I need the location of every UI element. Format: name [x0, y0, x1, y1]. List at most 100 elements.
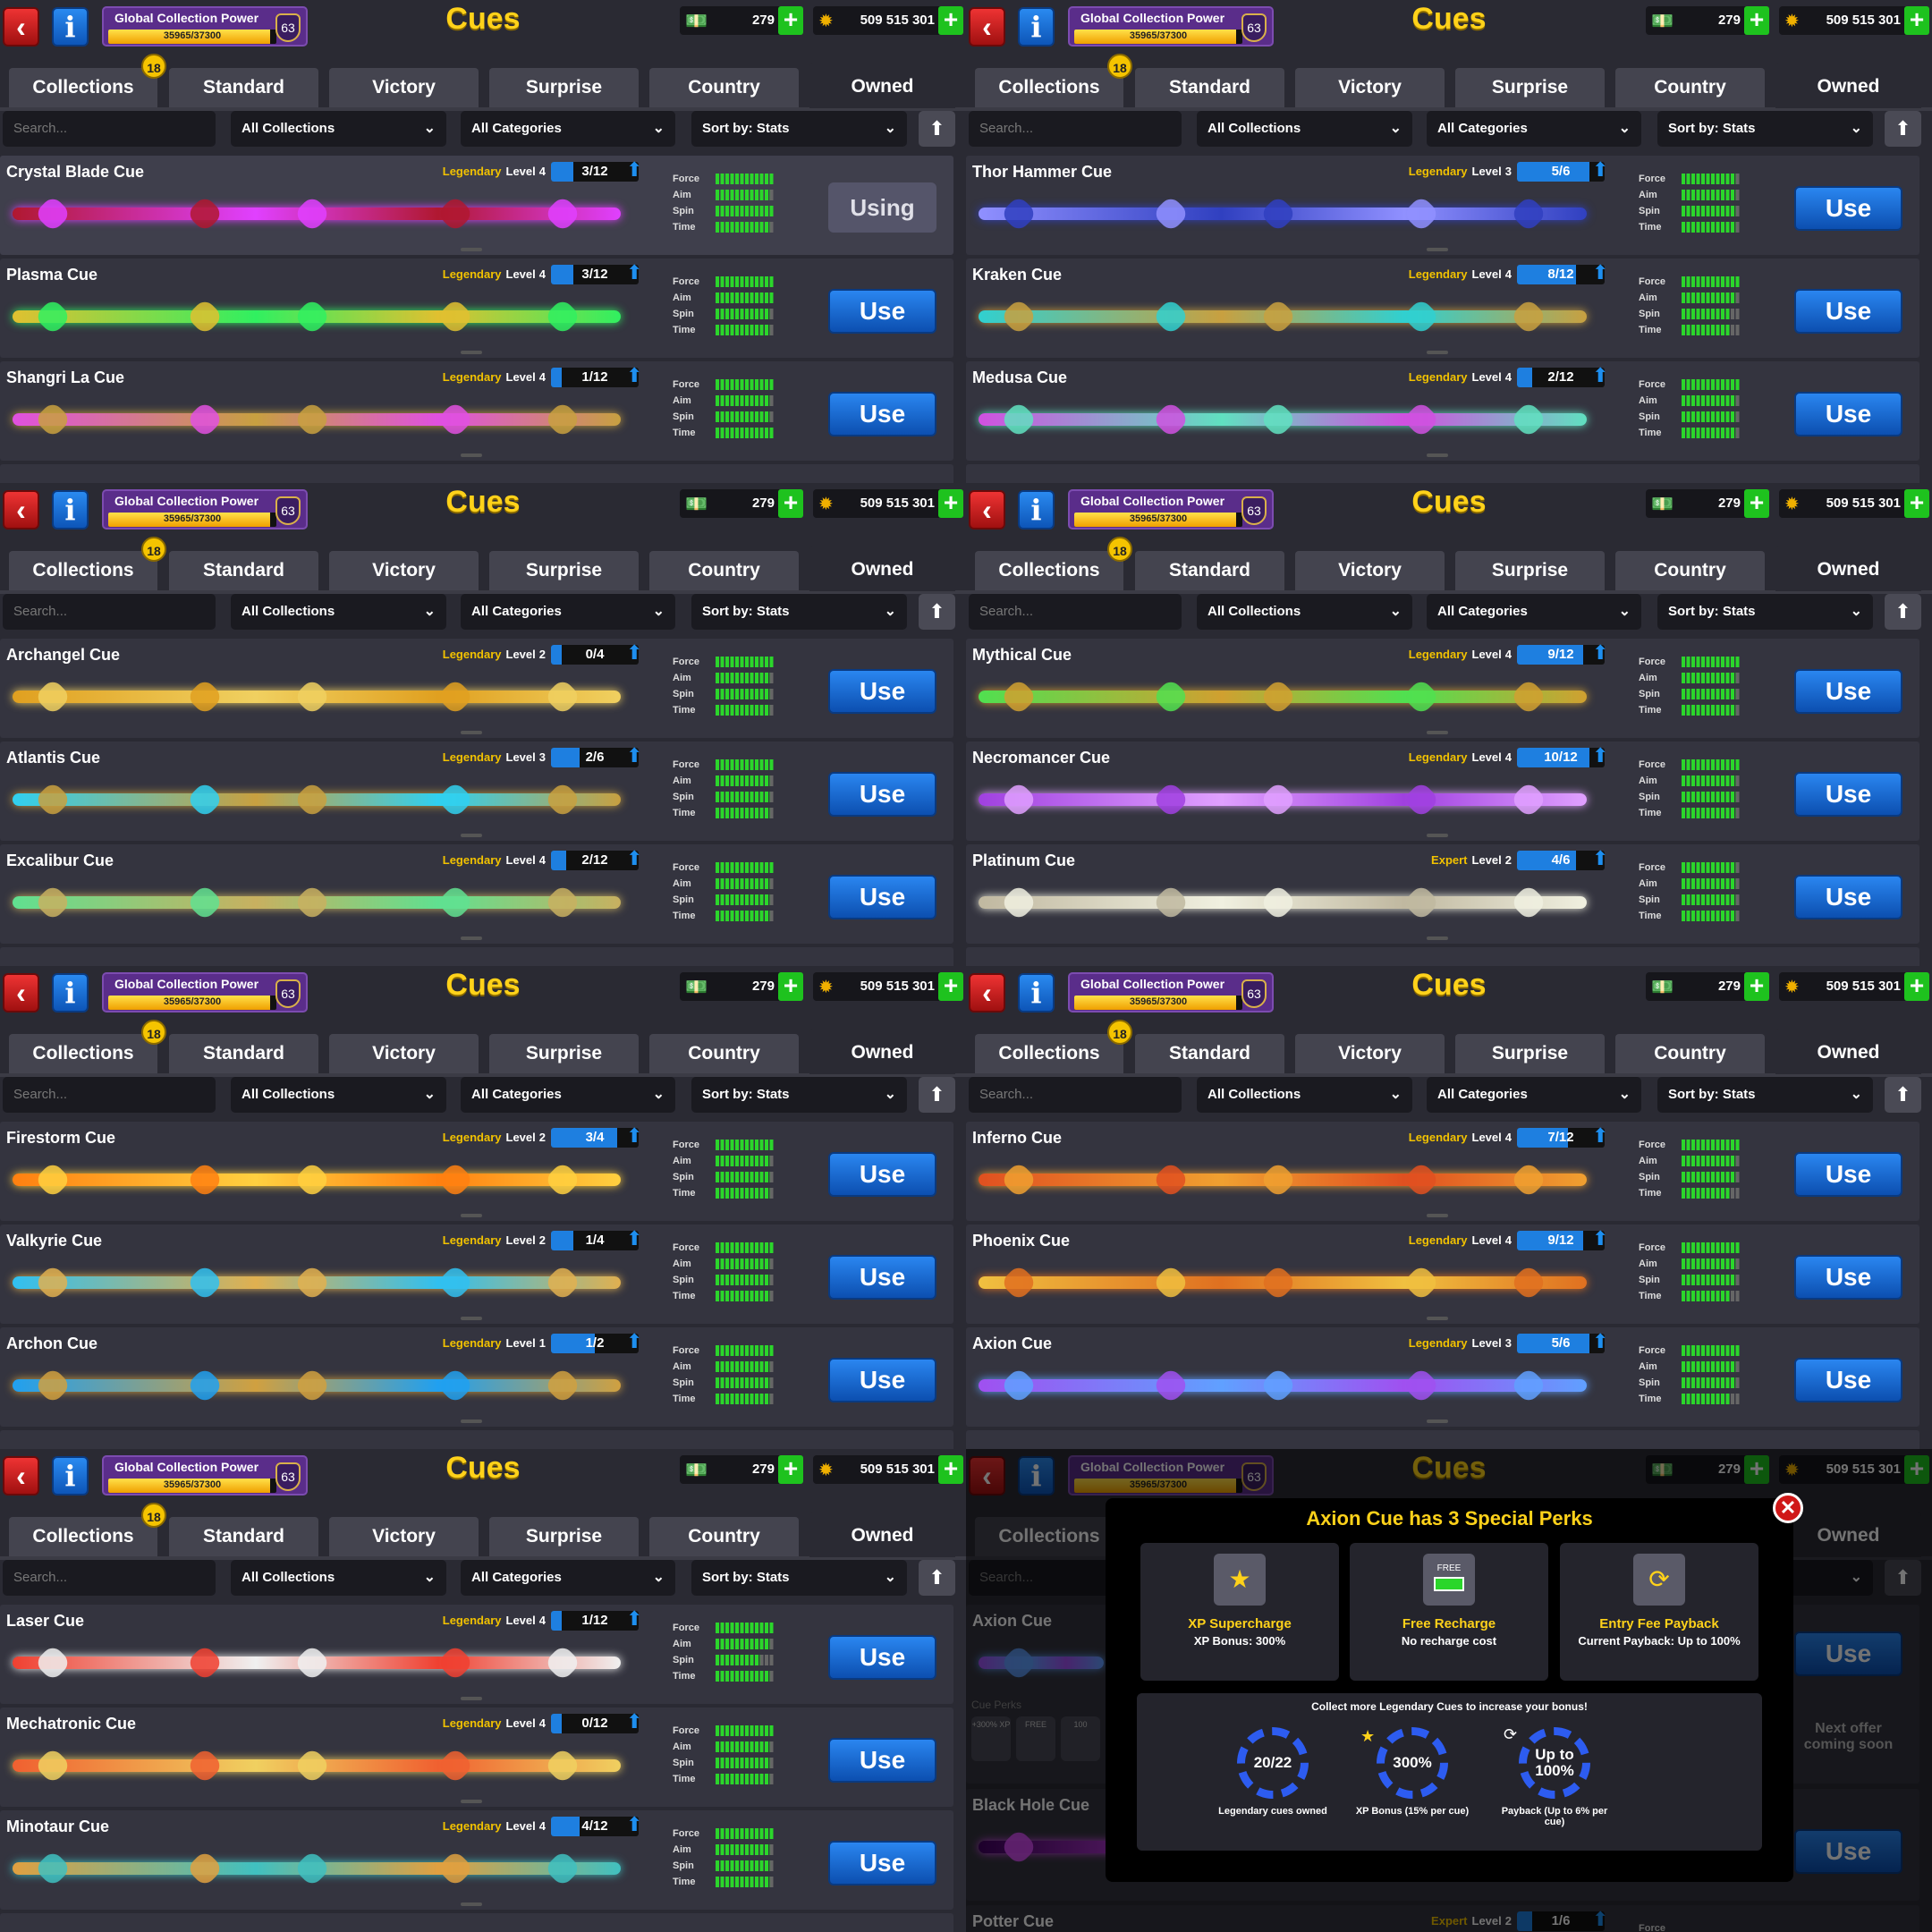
- tab-standard[interactable]: Standard: [1135, 1034, 1284, 1073]
- add-coins-button[interactable]: +: [1904, 489, 1929, 518]
- filter-sort-dropdown[interactable]: Sort by: Stats ⌄: [1657, 1077, 1873, 1113]
- upgrade-arrow-icon[interactable]: ⬆: [1592, 158, 1609, 181]
- search-input[interactable]: Search...: [3, 1560, 216, 1596]
- use-button[interactable]: Use: [828, 1635, 936, 1680]
- filter-sort-dropdown[interactable]: Sort by: Stats ⌄: [1657, 111, 1873, 147]
- tab-victory[interactable]: Victory: [329, 1517, 479, 1556]
- tab-country[interactable]: Country: [1615, 68, 1765, 107]
- cue-row[interactable]: Excalibur Cue Legendary Level 4 2/12 ⬆ Force Ai…: [0, 844, 953, 944]
- upgrade-arrow-icon[interactable]: ⬆: [1592, 261, 1609, 284]
- tab-standard[interactable]: Standard: [1135, 551, 1284, 590]
- add-cash-button[interactable]: +: [778, 6, 803, 35]
- add-cash-button[interactable]: +: [778, 1455, 803, 1484]
- back-button[interactable]: ‹: [3, 973, 39, 1013]
- info-button[interactable]: i: [52, 7, 89, 47]
- tab-country[interactable]: Country: [1615, 551, 1765, 590]
- add-cash-button[interactable]: +: [1744, 489, 1769, 518]
- tab-standard[interactable]: Standard: [1135, 68, 1284, 107]
- tab-collections[interactable]: Collections: [975, 1034, 1123, 1073]
- cue-row[interactable]: Archon Cue Legendary Level 1 1/2 ⬆ Force Aim Spi…: [0, 1327, 953, 1427]
- use-button[interactable]: Use: [1794, 1358, 1902, 1402]
- use-button[interactable]: Use: [1794, 772, 1902, 817]
- tab-owned[interactable]: Owned: [809, 1030, 955, 1074]
- cue-row[interactable]: Plasma Cue Legendary Level 4 3/12 ⬆ Force Aim Sp…: [0, 258, 953, 358]
- use-button[interactable]: Use: [828, 1152, 936, 1197]
- tab-owned[interactable]: Owned: [809, 64, 955, 108]
- tab-victory[interactable]: Victory: [1295, 1034, 1445, 1073]
- cue-row[interactable]: Minotaur Cue Legendary Level 4 4/12 ⬆ Force Aim…: [0, 1810, 953, 1910]
- global-collection-power[interactable]: Global Collection Power 35965/37300 63: [1068, 6, 1274, 47]
- filter-collections-dropdown[interactable]: All Collections ⌄: [1197, 1077, 1412, 1113]
- use-button[interactable]: Use: [828, 772, 936, 817]
- upgrade-arrow-icon[interactable]: ⬆: [1592, 1227, 1609, 1250]
- cue-row[interactable]: Medusa Cue Legendary Level 4 2/12 ⬆ Force Aim Sp…: [966, 361, 1919, 461]
- tab-country[interactable]: Country: [649, 1517, 799, 1556]
- use-button[interactable]: Use: [1794, 669, 1902, 714]
- add-cash-button[interactable]: +: [1744, 6, 1769, 35]
- global-collection-power[interactable]: Global Collection Power 35965/37300 63: [102, 1455, 308, 1496]
- tab-victory[interactable]: Victory: [1295, 551, 1445, 590]
- back-button[interactable]: ‹: [3, 490, 39, 530]
- filter-collections-dropdown[interactable]: All Collections ⌄: [231, 594, 446, 630]
- upgrade-arrow-icon[interactable]: ⬆: [626, 641, 643, 664]
- info-button[interactable]: i: [52, 1456, 89, 1496]
- sort-direction-button[interactable]: ⬆: [919, 111, 955, 147]
- sort-direction-button[interactable]: ⬆: [919, 1077, 955, 1113]
- search-input[interactable]: Search...: [3, 111, 216, 147]
- global-collection-power[interactable]: Global Collection Power 35965/37300 63: [102, 972, 308, 1013]
- filter-sort-dropdown[interactable]: Sort by: Stats ⌄: [691, 111, 907, 147]
- search-input[interactable]: Search...: [3, 1077, 216, 1113]
- cue-row[interactable]: Phoenix Cue Legendary Level 4 9/12 ⬆ Force Aim S…: [966, 1224, 1919, 1324]
- info-button[interactable]: i: [1018, 490, 1055, 530]
- cue-row[interactable]: Mythical Cue Legendary Level 4 9/12 ⬆ Force Aim…: [966, 639, 1919, 738]
- use-button[interactable]: Use: [1794, 186, 1902, 231]
- use-button[interactable]: Use: [1794, 1255, 1902, 1300]
- tab-owned[interactable]: Owned: [1775, 64, 1921, 108]
- back-button[interactable]: ‹: [969, 973, 1005, 1013]
- info-button[interactable]: i: [52, 490, 89, 530]
- tab-owned[interactable]: Owned: [809, 1513, 955, 1557]
- cue-row[interactable]: Kraken Cue Legendary Level 4 8/12 ⬆ Force Aim Sp…: [966, 258, 1919, 358]
- filter-categories-dropdown[interactable]: All Categories ⌄: [461, 1560, 675, 1596]
- use-button[interactable]: Use: [828, 1738, 936, 1783]
- search-input[interactable]: Search...: [969, 1077, 1182, 1113]
- search-input[interactable]: Search...: [969, 111, 1182, 147]
- filter-collections-dropdown[interactable]: All Collections ⌄: [1197, 594, 1412, 630]
- tab-standard[interactable]: Standard: [169, 551, 318, 590]
- tab-owned[interactable]: Owned: [1775, 547, 1921, 591]
- cue-row[interactable]: Thor Hammer Cue Legendary Level 3 5/6 ⬆ Force A…: [966, 156, 1919, 255]
- back-button[interactable]: ‹: [3, 1456, 39, 1496]
- filter-categories-dropdown[interactable]: All Categories ⌄: [461, 111, 675, 147]
- tab-country[interactable]: Country: [649, 68, 799, 107]
- cue-row[interactable]: Platinum Cue Expert Level 2 4/6 ⬆ Force Aim Spin…: [966, 844, 1919, 944]
- tab-country[interactable]: Country: [649, 1034, 799, 1073]
- tab-country[interactable]: Country: [649, 551, 799, 590]
- filter-collections-dropdown[interactable]: All Collections ⌄: [1197, 111, 1412, 147]
- info-button[interactable]: i: [1018, 7, 1055, 47]
- tab-collections[interactable]: Collections: [975, 68, 1123, 107]
- tab-victory[interactable]: Victory: [329, 68, 479, 107]
- sort-direction-button[interactable]: ⬆: [1885, 1077, 1921, 1113]
- cue-row[interactable]: Archangel Cue Legendary Level 2 0/4 ⬆ Force Aim…: [0, 639, 953, 738]
- tab-collections[interactable]: Collections: [975, 551, 1123, 590]
- tab-victory[interactable]: Victory: [329, 1034, 479, 1073]
- use-button[interactable]: Use: [828, 392, 936, 436]
- global-collection-power[interactable]: Global Collection Power 35965/37300 63: [102, 489, 308, 530]
- add-cash-button[interactable]: +: [778, 489, 803, 518]
- tab-country[interactable]: Country: [1615, 1034, 1765, 1073]
- use-button[interactable]: Use: [828, 1358, 936, 1402]
- tab-owned[interactable]: Owned: [1775, 1030, 1921, 1074]
- tab-standard[interactable]: Standard: [169, 1034, 318, 1073]
- upgrade-arrow-icon[interactable]: ⬆: [1592, 364, 1609, 386]
- cue-row[interactable]: Laser Cue Legendary Level 4 1/12 ⬆ Force Aim Spi…: [0, 1605, 953, 1704]
- add-cash-button[interactable]: +: [778, 972, 803, 1001]
- filter-categories-dropdown[interactable]: All Categories ⌄: [1427, 111, 1641, 147]
- tab-collections[interactable]: Collections: [9, 551, 157, 590]
- use-button[interactable]: Use: [1794, 289, 1902, 334]
- back-button[interactable]: ‹: [3, 7, 39, 47]
- tab-standard[interactable]: Standard: [169, 1517, 318, 1556]
- global-collection-power[interactable]: Global Collection Power 35965/37300 63: [102, 6, 308, 47]
- filter-collections-dropdown[interactable]: All Collections ⌄: [231, 111, 446, 147]
- global-collection-power[interactable]: Global Collection Power 35965/37300 63: [1068, 489, 1274, 530]
- filter-categories-dropdown[interactable]: All Categories ⌄: [461, 594, 675, 630]
